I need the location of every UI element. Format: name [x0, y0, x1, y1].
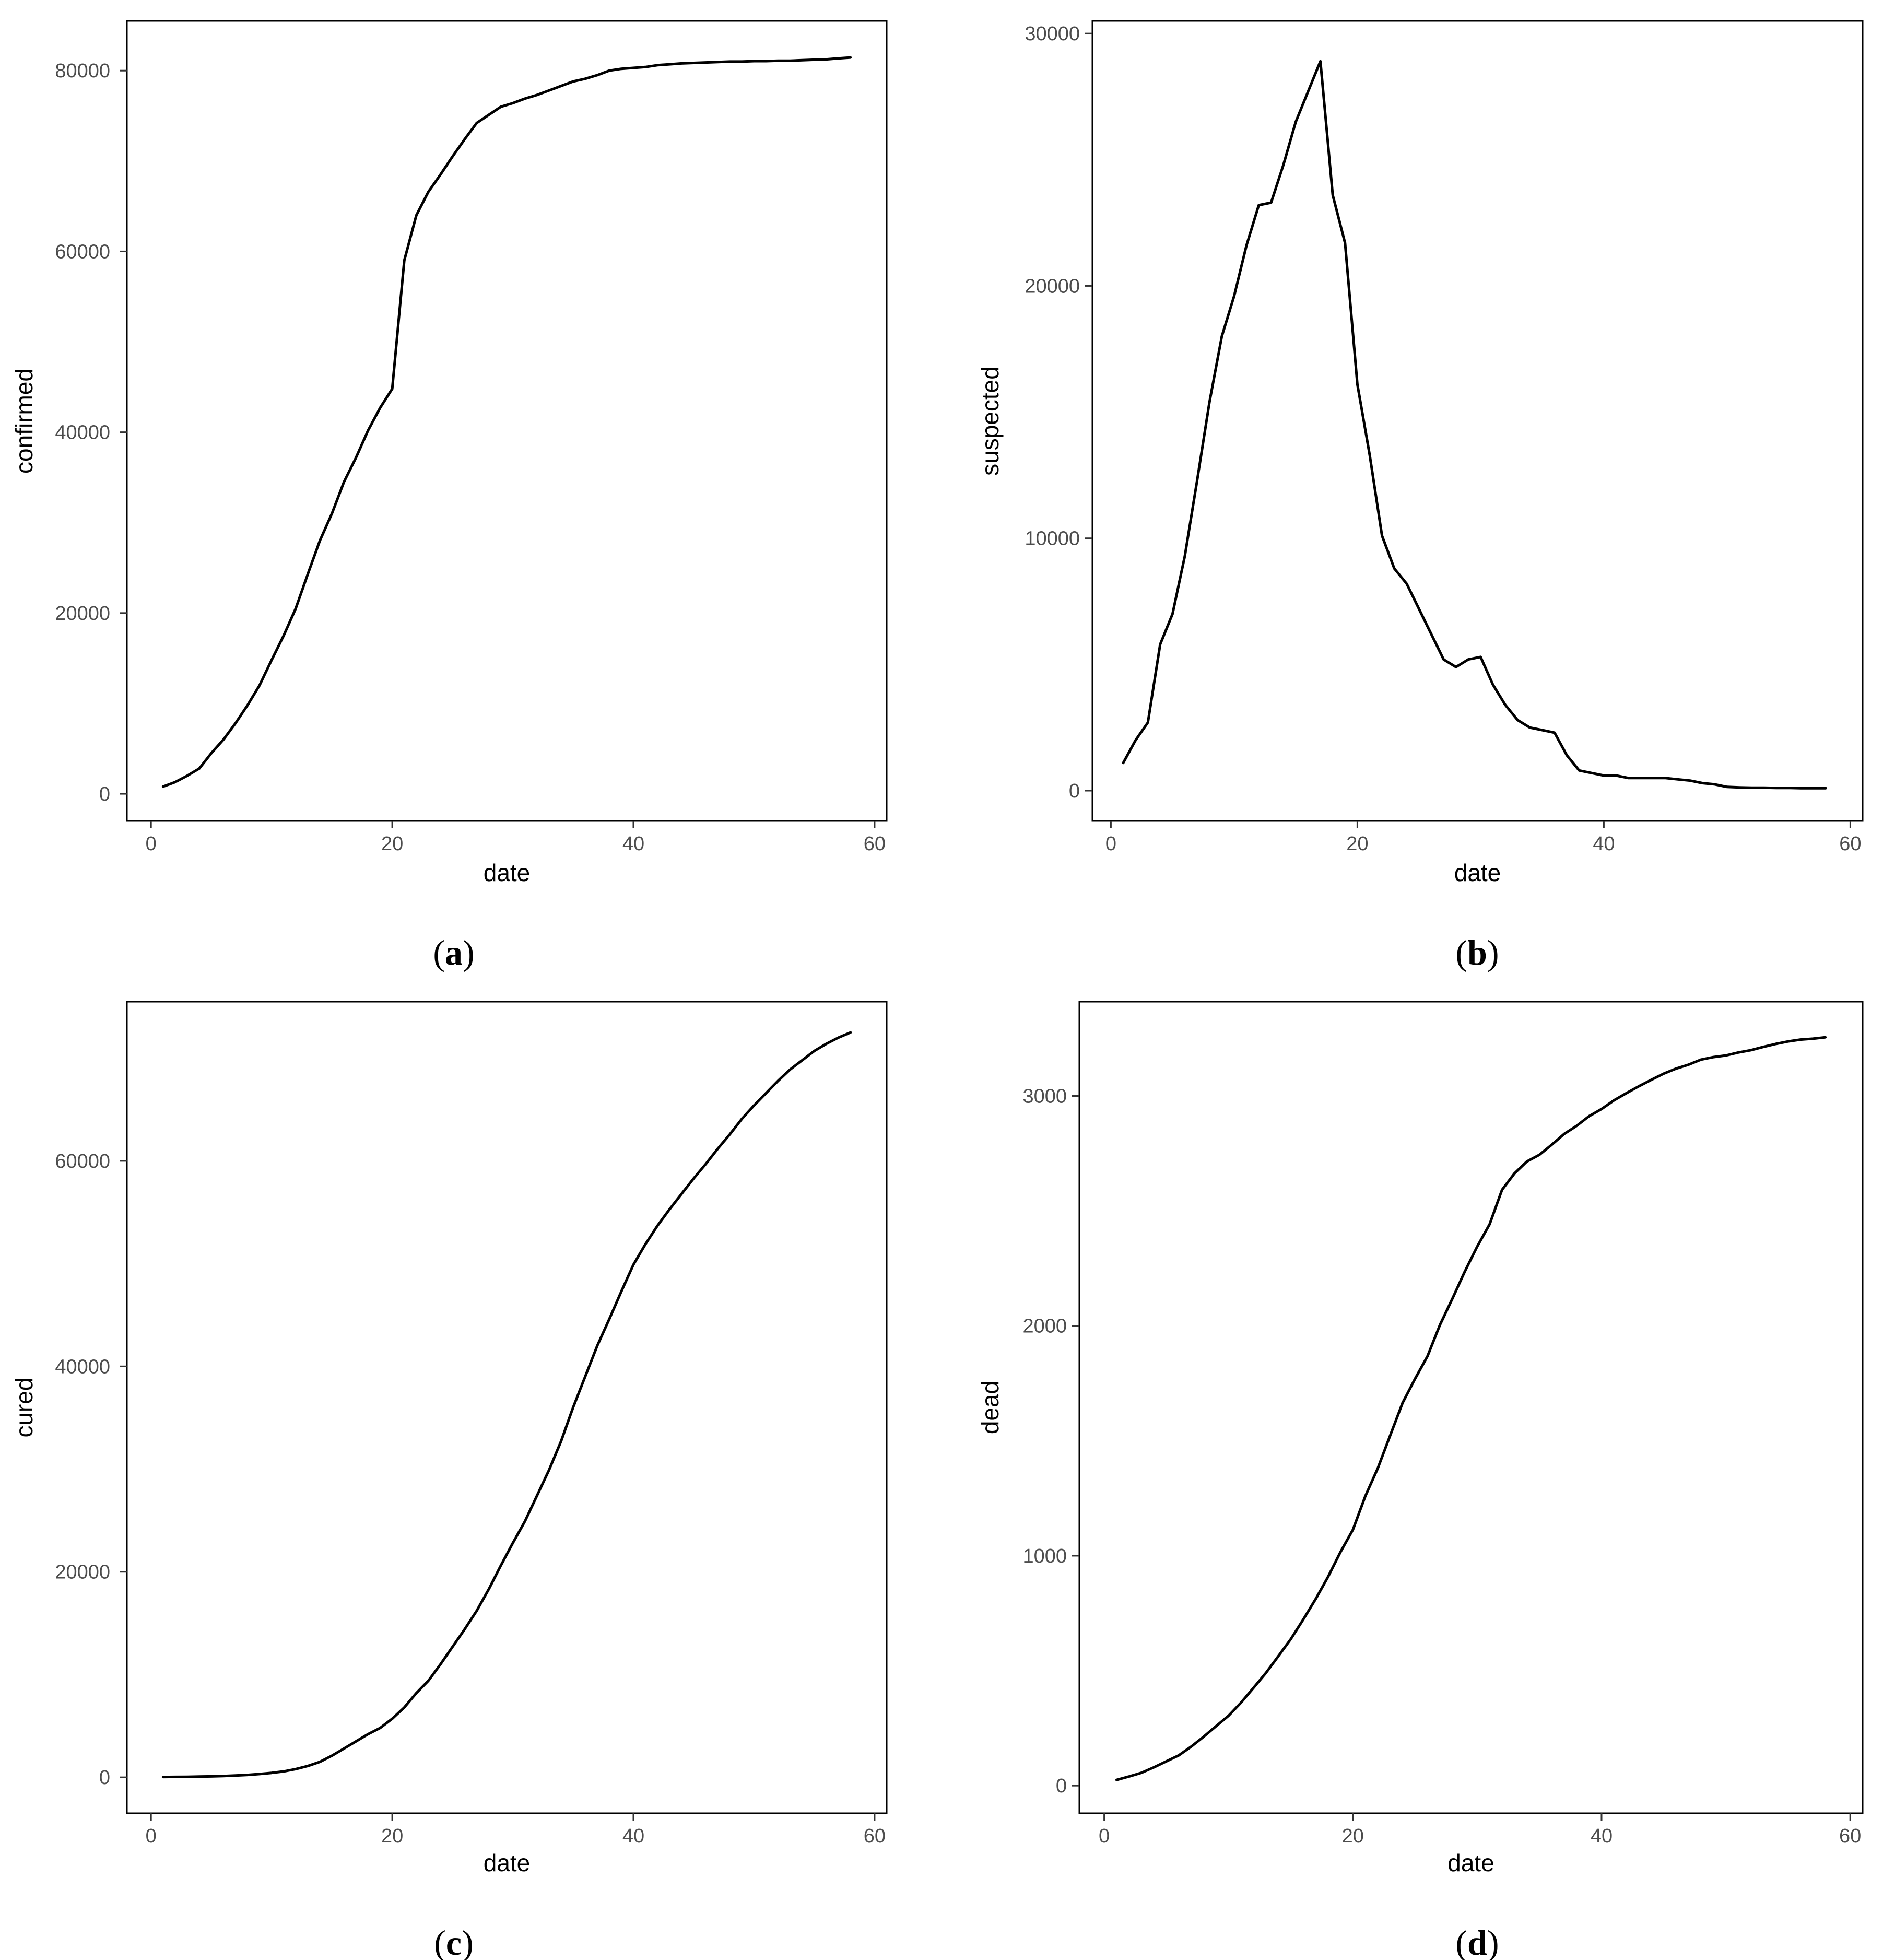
y-tick-label-a-60000: 60000 — [55, 241, 110, 263]
panel-label-b: (b) — [1455, 933, 1499, 972]
plot-frame-c — [126, 1001, 888, 1814]
x-tick-label-d-20: 20 — [1342, 1825, 1364, 1847]
y-tick-label-d-1000: 1000 — [1022, 1545, 1067, 1567]
panel-d: 0 20 40 60 0 1000 2000 3000 date dead (d) — [976, 1001, 1864, 1960]
y-tick-label-b-0: 0 — [1069, 780, 1080, 802]
y-axis-title-b: suspected — [976, 366, 1004, 476]
x-tick-label-a-20: 20 — [381, 833, 403, 855]
y-tick-label-c-20000: 20000 — [55, 1562, 110, 1583]
panel-b: 0 20 40 60 0 10000 20000 30000 date suspected (b) — [976, 20, 1864, 972]
y-tick-label-a-40000: 40000 — [55, 422, 110, 444]
x-axis-title-b: date — [1454, 859, 1501, 886]
x-tick-label-c-0: 0 — [146, 1825, 157, 1847]
x-tick-label-a-60: 60 — [864, 833, 886, 855]
x-tick-label-c-40: 40 — [622, 1825, 644, 1847]
plot-frame-d — [1078, 1001, 1864, 1814]
panel-a: 0 20 40 60 0 20000 40000 60000 80000 date confirme… — [10, 20, 888, 972]
x-tick-label-a-40: 40 — [622, 833, 644, 855]
x-tick-label-b-0: 0 — [1105, 833, 1116, 855]
x-tick-label-d-40: 40 — [1591, 1825, 1613, 1847]
y-tick-label-a-0: 0 — [99, 783, 110, 805]
x-tick-label-d-0: 0 — [1099, 1825, 1110, 1847]
y-axis-title-d: dead — [976, 1381, 1004, 1434]
panel-c: 0 20 40 60 0 20000 40000 60000 date cured (c) — [10, 1001, 888, 1960]
x-axis-title-a: date — [484, 859, 531, 886]
series-line-c — [161, 1031, 852, 1779]
y-tick-label-b-10000: 10000 — [1025, 528, 1080, 550]
x-tick-label-b-60: 60 — [1839, 833, 1861, 855]
x-axis-title-c: date — [484, 1849, 531, 1876]
y-tick-label-a-80000: 80000 — [55, 60, 110, 82]
y-tick-label-d-2000: 2000 — [1022, 1316, 1067, 1337]
y-tick-label-a-20000: 20000 — [55, 603, 110, 625]
panel-label-c: (c) — [434, 1923, 474, 1960]
y-tick-label-d-3000: 3000 — [1022, 1085, 1067, 1107]
y-tick-label-c-60000: 60000 — [55, 1151, 110, 1172]
panel-label-d: (d) — [1455, 1923, 1499, 1960]
x-tick-label-a-0: 0 — [146, 833, 157, 855]
x-axis-title-d: date — [1447, 1849, 1494, 1876]
y-tick-label-c-40000: 40000 — [55, 1356, 110, 1378]
x-tick-label-b-20: 20 — [1346, 833, 1368, 855]
y-tick-label-d-0: 0 — [1056, 1775, 1067, 1797]
x-tick-label-c-60: 60 — [864, 1825, 886, 1847]
series-line-b — [1122, 60, 1827, 790]
y-axis-title-c: cured — [10, 1377, 38, 1437]
y-axis-title-a: confirmed — [10, 368, 38, 474]
y-tick-label-b-30000: 30000 — [1025, 23, 1080, 45]
series-line-d — [1115, 1036, 1827, 1781]
plot-frame-b — [1091, 20, 1864, 822]
x-tick-label-b-40: 40 — [1593, 833, 1615, 855]
plot-frame-a — [126, 20, 888, 822]
panel-label-a: (a) — [433, 933, 474, 972]
series-line-a — [161, 56, 852, 788]
y-tick-label-b-20000: 20000 — [1025, 275, 1080, 297]
x-tick-label-c-20: 20 — [381, 1825, 403, 1847]
y-tick-label-c-0: 0 — [99, 1767, 110, 1789]
x-tick-label-d-60: 60 — [1839, 1825, 1861, 1847]
